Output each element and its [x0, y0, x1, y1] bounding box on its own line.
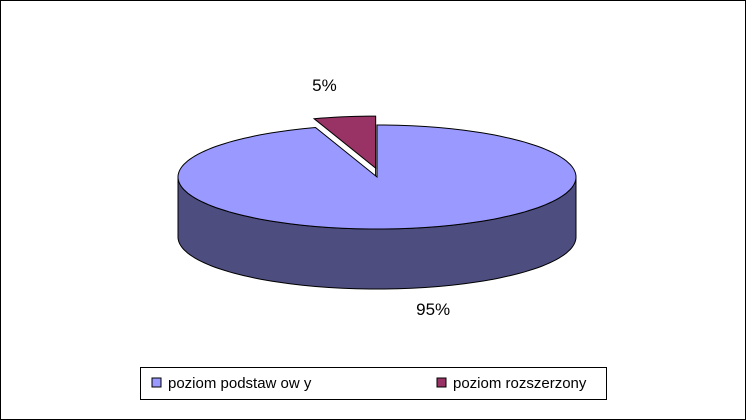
pie-slice: [177, 124, 577, 230]
legend-marker: [151, 377, 162, 388]
legend-marker: [436, 377, 447, 388]
legend-label: poziom rozszerzony: [453, 375, 587, 392]
pie-slice: [312, 115, 377, 170]
legend-label: poziom podstaw ow y: [168, 375, 312, 392]
data-label: 95%: [416, 300, 450, 319]
legend-box: [140, 367, 607, 400]
data-label: 5%: [312, 76, 337, 95]
